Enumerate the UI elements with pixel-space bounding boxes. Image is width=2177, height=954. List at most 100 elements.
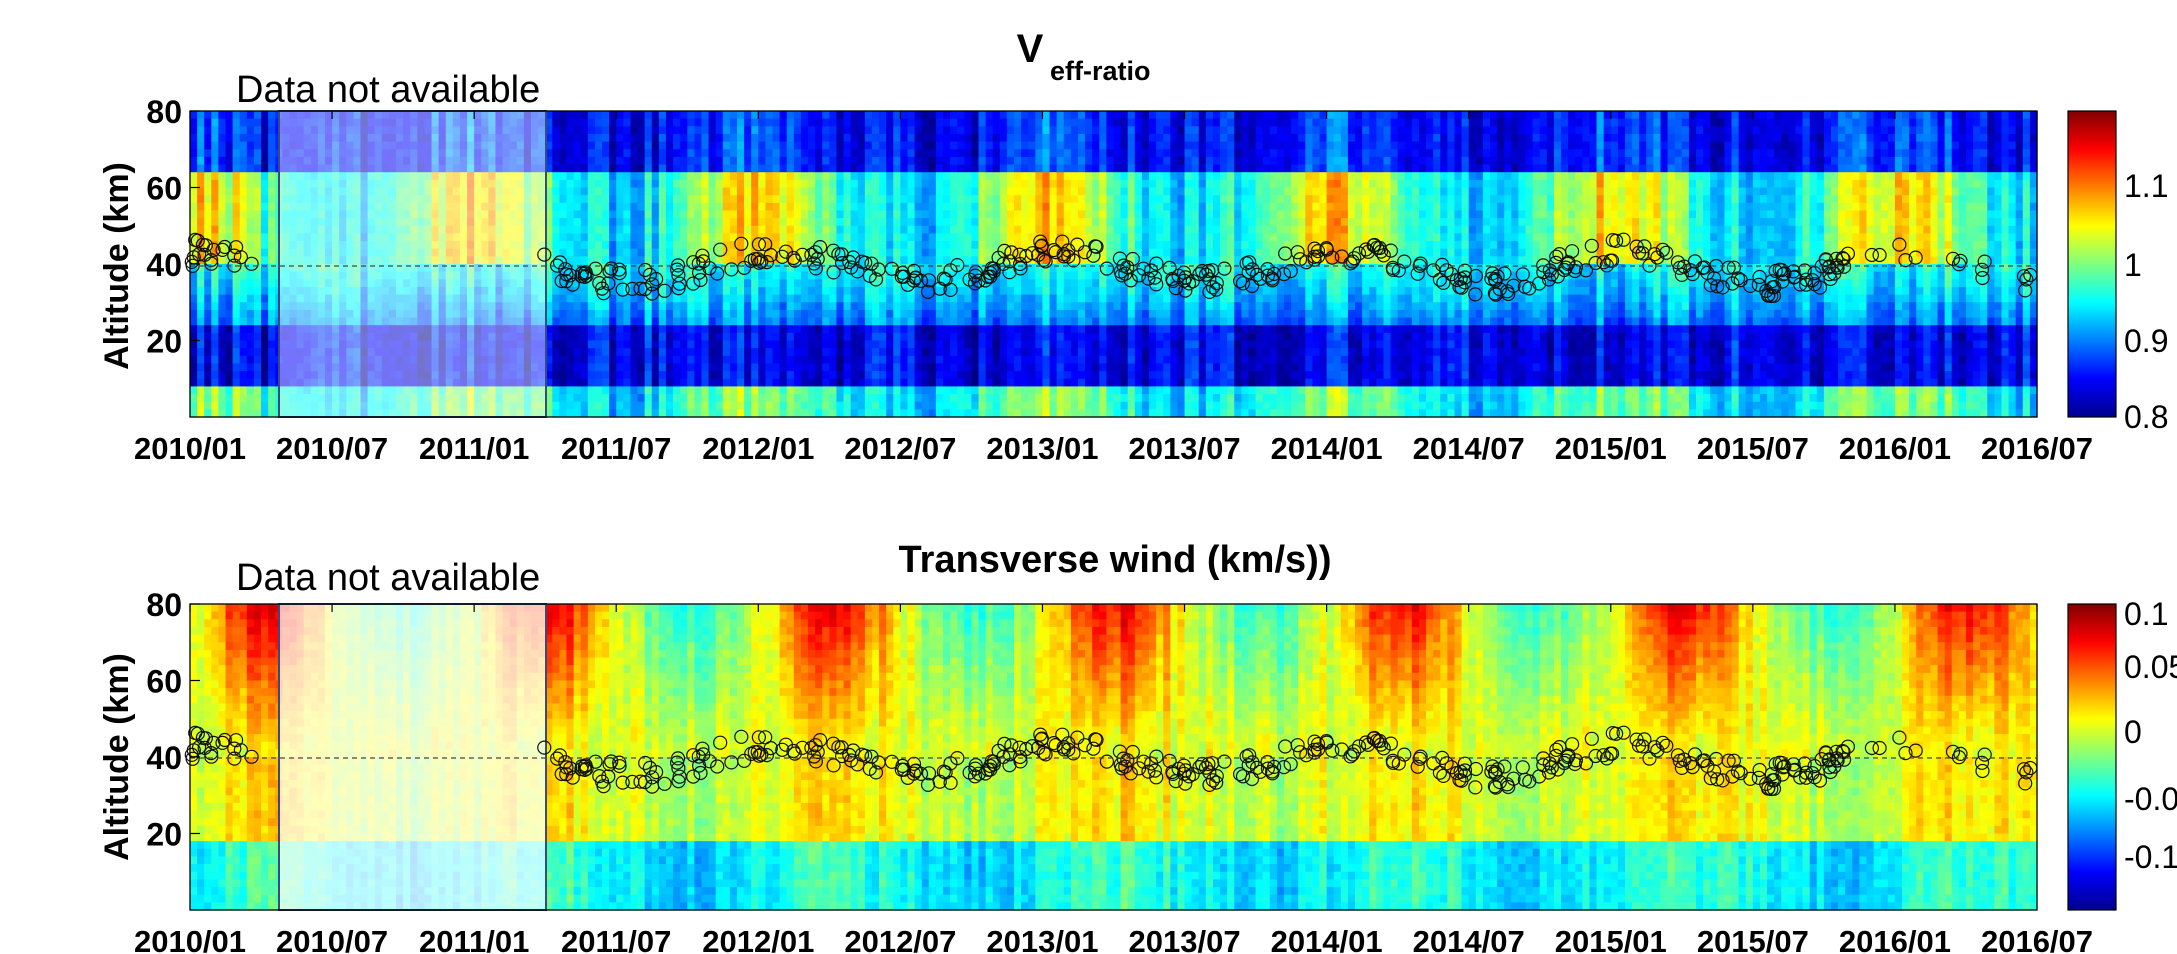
heatmap-cell	[403, 286, 411, 296]
heatmap-cell	[950, 401, 958, 410]
heatmap-cell	[900, 378, 909, 387]
heatmap-cell	[815, 286, 823, 296]
heatmap-cell	[900, 225, 909, 234]
heatmap-cell	[246, 164, 255, 173]
heatmap-cell	[694, 264, 703, 273]
heatmap-cell	[580, 386, 589, 395]
heatmap-cell	[516, 394, 525, 403]
heatmap-cell	[218, 394, 227, 403]
heatmap-cell	[928, 386, 937, 395]
heatmap-cell	[715, 164, 724, 173]
heatmap-cell	[332, 225, 340, 234]
heatmap-cell	[822, 279, 830, 288]
heatmap-cell	[935, 179, 944, 189]
heatmap-cell	[630, 248, 639, 257]
heatmap-cell	[452, 302, 461, 311]
heatmap-cell	[921, 241, 930, 250]
heatmap-cell	[381, 241, 390, 250]
heatmap-cell	[1042, 332, 1051, 342]
heatmap-cell	[317, 309, 326, 319]
heatmap-cell	[317, 279, 326, 288]
heatmap-cell	[488, 118, 497, 127]
heatmap-cell	[1070, 241, 1079, 250]
heatmap-cell	[1049, 378, 1058, 387]
heatmap-cell	[559, 141, 568, 150]
heatmap-cell	[658, 401, 667, 410]
heatmap-cell	[474, 286, 482, 296]
heatmap-cell	[396, 286, 404, 296]
heatmap-cell	[779, 210, 788, 219]
heatmap-cell	[950, 302, 958, 311]
heatmap-cell	[786, 179, 795, 189]
heatmap-cell	[346, 317, 354, 326]
heatmap-cell	[332, 202, 340, 212]
heatmap-cell	[793, 241, 802, 250]
heatmap-cell	[339, 401, 347, 410]
heatmap-cell	[943, 401, 951, 410]
panel1-title: V	[1017, 27, 1044, 71]
heatmap-cell	[516, 156, 525, 166]
heatmap-cell	[246, 172, 255, 181]
heatmap-cell	[744, 409, 752, 418]
heatmap-cell	[417, 340, 426, 349]
heatmap-cell	[694, 248, 703, 257]
heatmap-cell	[424, 332, 433, 342]
heatmap-cell	[623, 332, 632, 342]
heatmap-cell	[928, 218, 937, 227]
heatmap-cell	[594, 271, 603, 280]
heatmap-cell	[459, 279, 468, 288]
heatmap-cell	[538, 156, 546, 166]
heatmap-cell	[864, 149, 873, 158]
heatmap-cell	[481, 126, 489, 135]
heatmap-cell	[850, 164, 859, 173]
heatmap-cell	[1042, 340, 1051, 349]
heatmap-cell	[197, 286, 205, 296]
heatmap-cell	[261, 302, 269, 311]
heatmap-cell	[396, 233, 404, 242]
heatmap-cell	[999, 218, 1008, 227]
heatmap-cell	[239, 202, 248, 212]
heatmap-cell	[396, 394, 404, 403]
heatmap-cell	[971, 133, 980, 143]
heatmap-cell	[310, 264, 319, 273]
heatmap-cell	[367, 386, 376, 395]
heatmap-cell	[360, 271, 369, 280]
heatmap-cell	[346, 156, 354, 166]
heatmap-cell	[1028, 386, 1036, 395]
heatmap-cell	[303, 225, 312, 234]
heatmap-cell	[332, 355, 340, 365]
heatmap-cell	[587, 401, 596, 410]
heatmap-cell	[907, 409, 916, 418]
heatmap-cell	[296, 241, 305, 250]
heatmap-cell	[261, 111, 269, 120]
heatmap-cell	[587, 156, 596, 166]
heatmap-cell	[459, 256, 468, 265]
heatmap-cell	[353, 156, 362, 166]
heatmap-cell	[893, 164, 901, 173]
heatmap-cell	[1049, 133, 1058, 143]
heatmap-cell	[879, 279, 887, 288]
heatmap-cell	[893, 133, 901, 143]
heatmap-cell	[346, 378, 354, 387]
heatmap-cell	[580, 225, 589, 234]
heatmap-cell	[836, 363, 845, 372]
heatmap-cell	[509, 118, 518, 127]
heatmap-cell	[1014, 210, 1022, 219]
heatmap-cell	[445, 233, 454, 242]
heatmap-cell	[765, 172, 774, 181]
heatmap-cell	[1021, 187, 1029, 196]
heatmap-cell	[1042, 210, 1051, 219]
heatmap-cell	[317, 218, 326, 227]
heatmap-cell	[573, 355, 582, 365]
heatmap-cell	[211, 332, 220, 342]
heatmap-cell	[353, 179, 362, 189]
heatmap-cell	[999, 233, 1008, 242]
heatmap-cell	[523, 325, 532, 334]
heatmap-cell	[410, 233, 418, 242]
heatmap-cell	[239, 218, 248, 227]
heatmap-cell	[665, 371, 674, 380]
heatmap-cell	[1063, 264, 1072, 273]
heatmap-cell	[445, 286, 454, 296]
heatmap-cell	[310, 363, 319, 372]
heatmap-cell	[509, 149, 518, 158]
